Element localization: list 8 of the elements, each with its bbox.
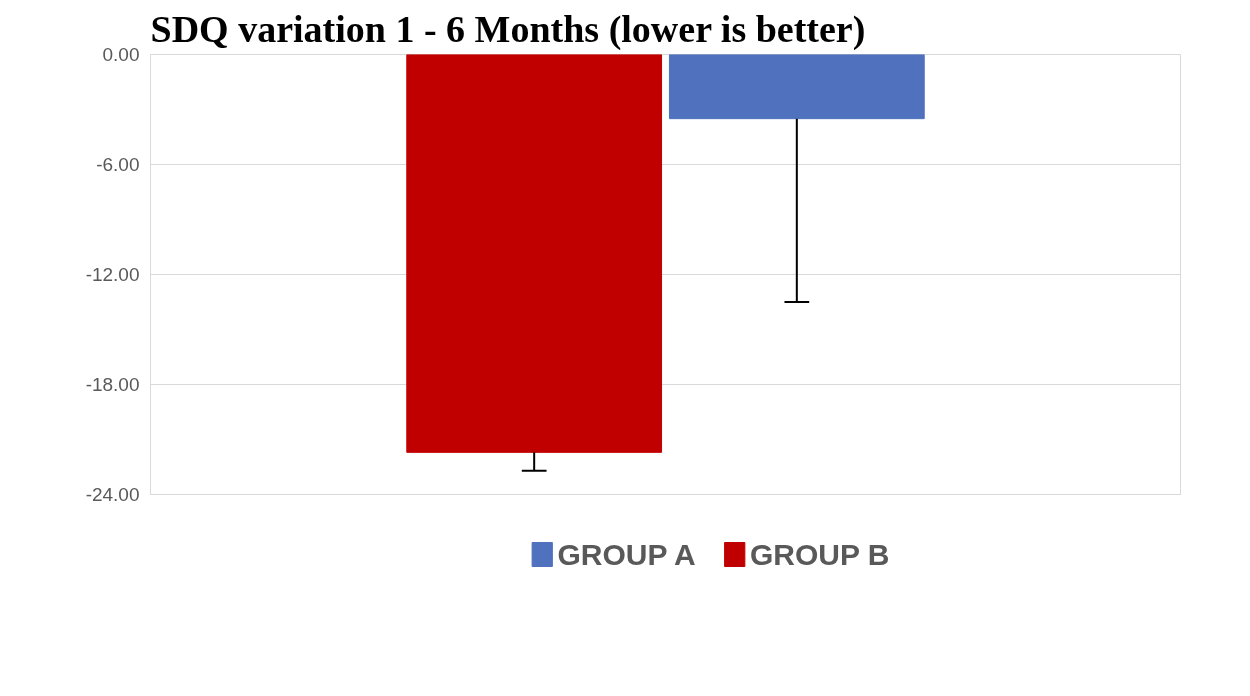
legend-label: GROUP B bbox=[749, 538, 890, 571]
y-tick-label: 0.00 bbox=[102, 44, 140, 65]
y-tick-label: -18.00 bbox=[85, 374, 140, 395]
chart-title: SDQ variation 1 - 6 Months (lower is better) bbox=[150, 7, 866, 51]
y-tick-label: -24.00 bbox=[85, 484, 140, 505]
y-tick-label: -6.00 bbox=[96, 154, 140, 175]
legend-label: GROUP A bbox=[557, 538, 696, 571]
y-tick-label: -12.00 bbox=[85, 264, 140, 285]
